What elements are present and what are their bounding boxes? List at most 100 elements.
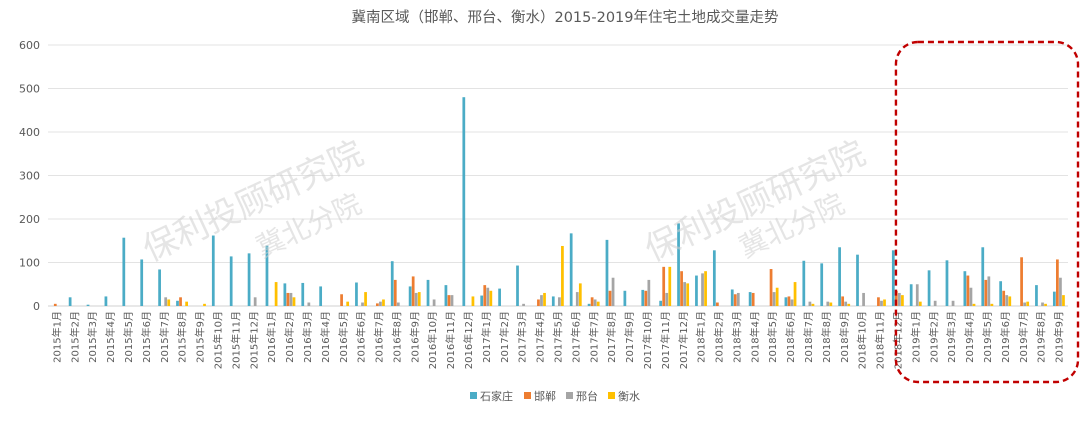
bar bbox=[784, 297, 788, 306]
bar bbox=[683, 282, 687, 306]
bar bbox=[593, 299, 597, 306]
bar bbox=[793, 282, 797, 306]
bar bbox=[432, 299, 436, 306]
bar bbox=[122, 237, 126, 306]
x-tick-label: 2019年4月 bbox=[963, 311, 976, 363]
bar bbox=[417, 292, 421, 306]
x-tick-label: 2016年5月 bbox=[337, 311, 350, 363]
bar bbox=[730, 289, 734, 306]
bar bbox=[411, 276, 415, 306]
bar bbox=[695, 275, 698, 306]
bar bbox=[716, 302, 719, 306]
bar bbox=[447, 295, 451, 306]
x-tick-label: 2017年6月 bbox=[569, 311, 582, 363]
legend-label: 石家庄 bbox=[480, 389, 513, 403]
bar bbox=[376, 303, 379, 306]
bar bbox=[319, 286, 323, 306]
bar bbox=[104, 296, 108, 306]
bar bbox=[558, 297, 561, 306]
bar bbox=[680, 271, 683, 306]
x-tick-label: 2018年11月 bbox=[874, 311, 887, 369]
x-tick-label: 2019年5月 bbox=[981, 311, 994, 363]
bar bbox=[471, 296, 475, 306]
x-tick-label: 2015年8月 bbox=[176, 311, 189, 363]
bar bbox=[578, 283, 582, 306]
y-tick-label: 300 bbox=[19, 170, 40, 183]
x-tick-label: 2015年7月 bbox=[158, 311, 171, 363]
bar bbox=[561, 245, 564, 306]
bar bbox=[808, 301, 812, 306]
bar bbox=[951, 300, 955, 306]
bar bbox=[480, 295, 484, 306]
bar bbox=[265, 245, 269, 306]
x-tick-label: 2018年2月 bbox=[713, 311, 726, 363]
bar bbox=[820, 263, 824, 306]
bar bbox=[772, 292, 776, 306]
bar bbox=[203, 303, 206, 306]
x-tick-label: 2019年2月 bbox=[927, 311, 940, 363]
bars bbox=[53, 97, 1065, 306]
bar bbox=[665, 292, 669, 306]
x-tick-label: 2017年1月 bbox=[480, 311, 493, 363]
bar bbox=[662, 266, 666, 306]
bar bbox=[444, 285, 448, 306]
bar bbox=[847, 303, 851, 306]
bar bbox=[307, 302, 311, 306]
bar bbox=[68, 297, 72, 306]
bar bbox=[516, 265, 519, 306]
bar bbox=[802, 260, 806, 306]
y-tick-label: 200 bbox=[19, 213, 40, 226]
bar bbox=[1023, 302, 1027, 306]
bar bbox=[283, 283, 287, 306]
bar bbox=[289, 292, 293, 306]
x-tick-label: 2017年8月 bbox=[605, 311, 618, 363]
bar bbox=[984, 279, 988, 306]
bar bbox=[361, 302, 364, 306]
legend: 石家庄 邯郸 邢台 衡水 bbox=[470, 389, 640, 403]
bar bbox=[751, 292, 755, 306]
bar bbox=[382, 299, 385, 306]
bar bbox=[486, 287, 490, 306]
bar bbox=[158, 269, 161, 306]
legend-label: 衡水 bbox=[618, 390, 640, 403]
legend-label: 邯郸 bbox=[534, 389, 556, 403]
bar bbox=[390, 261, 394, 306]
x-tick-label: 2018年8月 bbox=[820, 311, 833, 363]
bar bbox=[826, 301, 830, 306]
legend-swatch bbox=[566, 392, 573, 399]
x-tick-label: 2019年8月 bbox=[1035, 311, 1048, 363]
x-tick-label: 2016年11月 bbox=[444, 311, 457, 369]
bar bbox=[647, 279, 651, 306]
bar bbox=[355, 282, 358, 306]
bar bbox=[829, 302, 833, 306]
x-tick-label: 2018年4月 bbox=[748, 311, 761, 363]
bar bbox=[963, 271, 967, 306]
x-tick-label: 2017年3月 bbox=[516, 311, 529, 363]
bar bbox=[775, 287, 779, 306]
bar bbox=[569, 233, 573, 306]
bar bbox=[769, 269, 773, 306]
bar bbox=[677, 223, 680, 306]
bar bbox=[841, 296, 845, 306]
bar bbox=[489, 290, 493, 306]
bar bbox=[966, 275, 970, 306]
x-tick-label: 2016年6月 bbox=[355, 311, 368, 363]
x-tick-label: 2015年5月 bbox=[122, 311, 135, 363]
bar bbox=[659, 300, 663, 306]
bar bbox=[981, 247, 985, 306]
x-tick-label: 2019年7月 bbox=[1017, 311, 1030, 363]
bar bbox=[543, 292, 546, 306]
x-tick-label: 2017年5月 bbox=[552, 311, 565, 363]
x-tick-label: 2017年7月 bbox=[587, 311, 600, 363]
x-tick-label: 2015年6月 bbox=[140, 311, 153, 363]
bar bbox=[787, 296, 791, 306]
bar bbox=[537, 299, 540, 306]
bar bbox=[253, 297, 257, 306]
bar bbox=[462, 97, 466, 306]
x-tick-label: 2015年11月 bbox=[229, 311, 242, 369]
bar bbox=[1041, 302, 1044, 306]
bar bbox=[844, 301, 848, 306]
bar bbox=[179, 297, 182, 306]
